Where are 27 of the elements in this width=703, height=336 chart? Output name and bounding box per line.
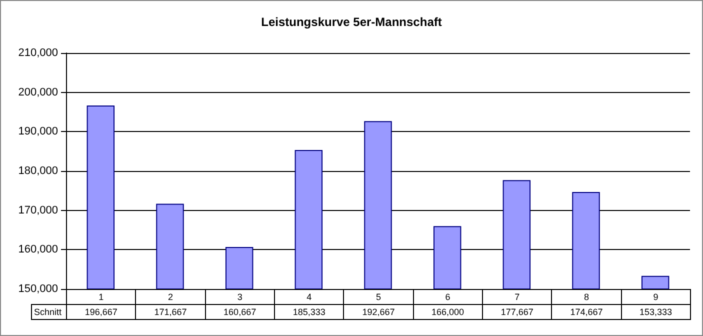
data-label: 171,667 — [136, 304, 206, 320]
chart-title: Leistungskurve 5er-Mannschaft — [261, 15, 442, 29]
y-tick-label: 160,000 — [18, 244, 58, 256]
data-label: 174,667 — [552, 304, 622, 320]
y-tick-label: 200,000 — [18, 86, 58, 98]
x-tick-label: 3 — [205, 290, 274, 304]
y-tick-label: 180,000 — [18, 165, 58, 177]
data-label: 160,667 — [205, 304, 274, 320]
data-label: 192,667 — [344, 304, 414, 320]
y-tick-label: 150,000 — [18, 283, 58, 295]
data-label: 177,667 — [482, 304, 552, 320]
x-tick-label: 6 — [413, 290, 482, 304]
y-tick-label: 210,000 — [18, 47, 58, 59]
data-label: 185,333 — [274, 304, 344, 320]
x-tick-label: 9 — [621, 290, 690, 304]
data-label: 196,667 — [66, 304, 136, 320]
y-tick-label: 170,000 — [18, 204, 58, 216]
text: Schnitt — [32, 304, 66, 320]
data-label: 166,000 — [413, 304, 482, 320]
x-tick-label: 1 — [66, 290, 136, 304]
y-tick-label: 190,000 — [18, 126, 58, 138]
data-label: 153,333 — [621, 304, 690, 320]
x-tick-label: 8 — [552, 290, 622, 304]
x-tick-label: 4 — [274, 290, 344, 304]
x-tick-label: 2 — [136, 290, 206, 304]
x-tick-label: 7 — [482, 290, 552, 304]
x-tick-label: 5 — [344, 290, 414, 304]
